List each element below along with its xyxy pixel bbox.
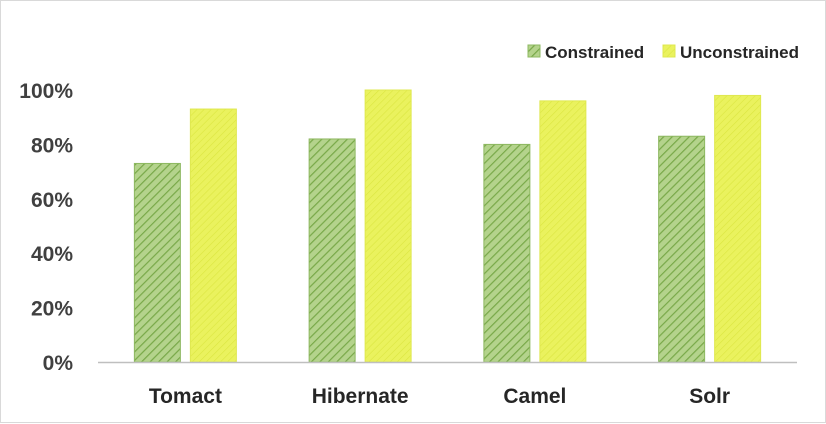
bar-unconstrained-solr — [714, 94, 762, 363]
bar-constrained-tomact — [133, 162, 181, 363]
legend-swatch-constrained — [527, 44, 541, 58]
bar-unconstrained-tomact — [189, 108, 237, 363]
y-tick-label: 80% — [31, 134, 73, 157]
y-tick-label: 40% — [31, 243, 73, 266]
legend-swatch-unconstrained — [662, 44, 676, 58]
x-category-label: Solr — [689, 385, 730, 408]
x-category-label: Camel — [503, 385, 566, 408]
bar-constrained-hibernate — [308, 138, 356, 363]
y-tick-label: 20% — [31, 298, 73, 321]
bar-unconstrained-camel — [539, 100, 587, 363]
y-tick-label: 60% — [31, 189, 73, 212]
bar-constrained-solr — [658, 135, 706, 363]
y-tick-label: 100% — [19, 80, 73, 103]
bar-unconstrained-hibernate — [364, 89, 412, 363]
x-category-label: Tomact — [149, 385, 222, 408]
legend-label-unconstrained: Unconstrained — [680, 43, 799, 62]
legend-label-constrained: Constrained — [545, 43, 644, 62]
bar-constrained-camel — [483, 143, 531, 363]
y-tick-label: 0% — [43, 352, 74, 375]
x-category-label: Hibernate — [312, 385, 409, 408]
